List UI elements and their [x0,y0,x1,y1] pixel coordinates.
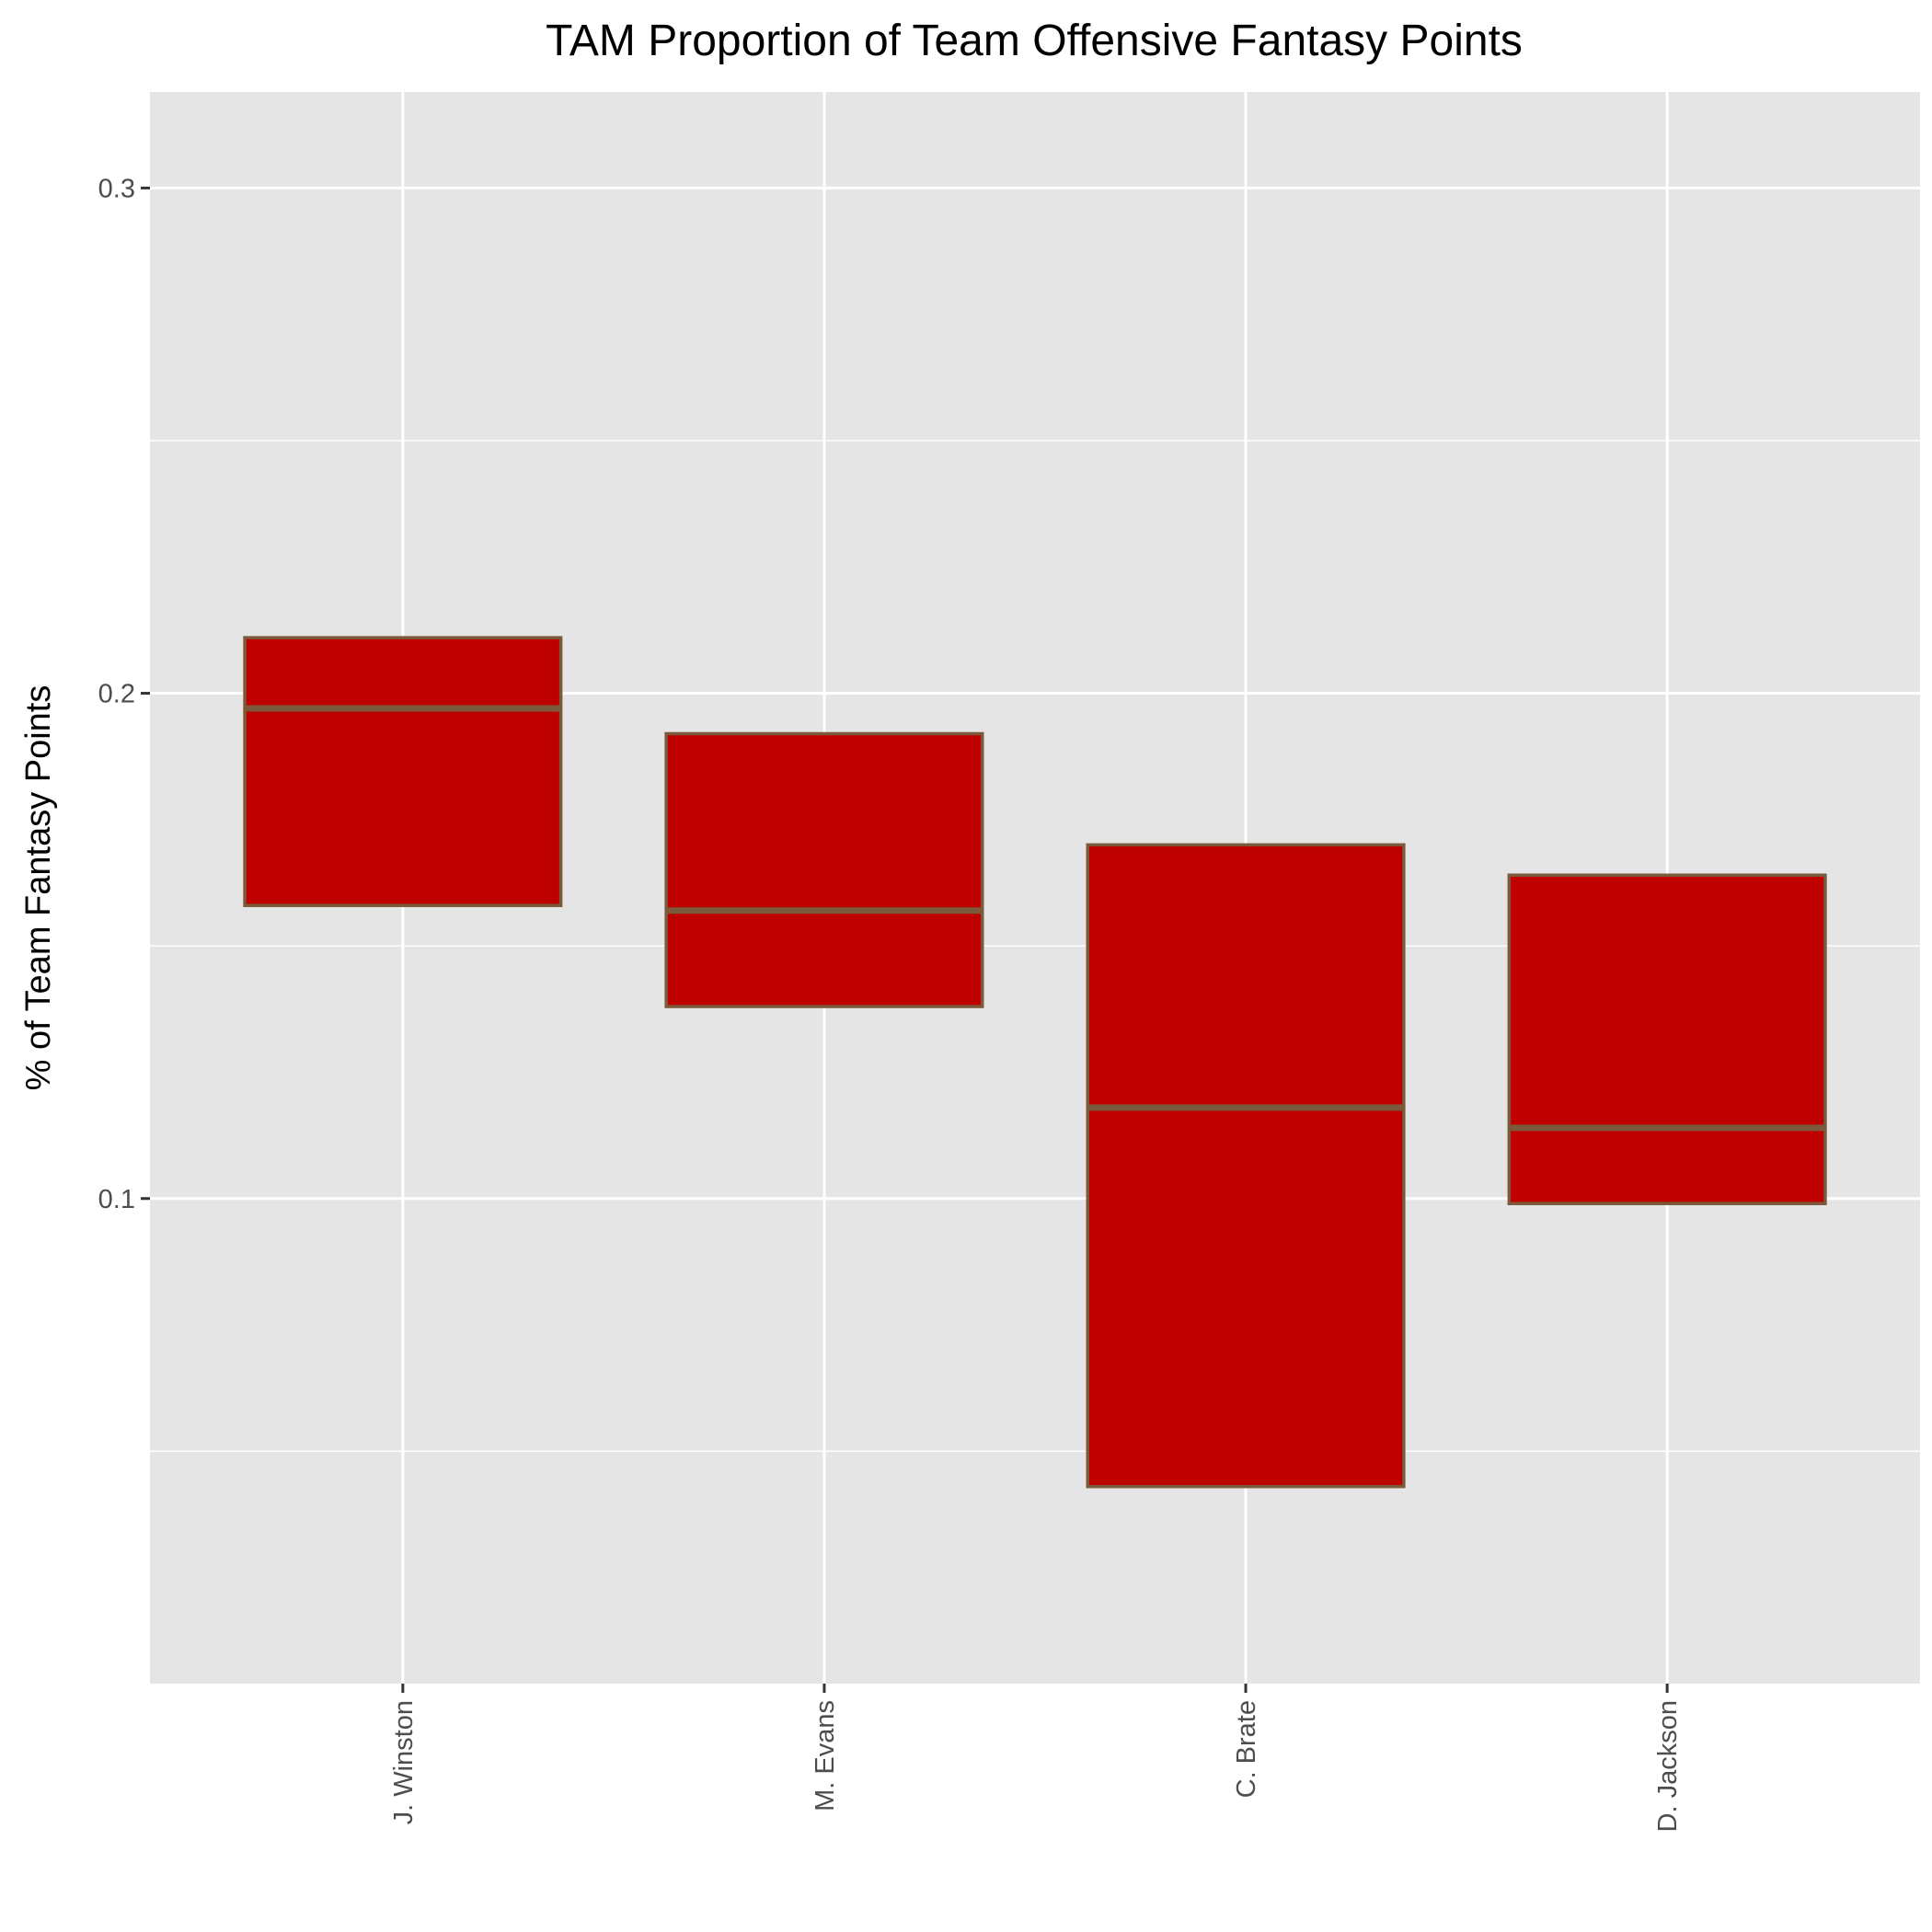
x-tick-label: C. Brate [1232,1700,1261,1798]
box-1 [664,731,984,1008]
chart-title: TAM Proportion of Team Offensive Fantasy… [546,17,1523,65]
box-rect [243,636,563,907]
box-rect [664,731,984,1008]
x-axis: J. Winston M. Evans C. Brate D. Jackson [389,1684,1683,1832]
y-tick-label: 0.1 [98,1185,135,1214]
x-tick-label: M. Evans [811,1700,840,1811]
box-3 [1507,873,1827,1206]
y-axis: 0.1 0.2 0.3 [98,174,150,1214]
y-tick-label: 0.2 [98,680,135,709]
box-0 [243,636,563,907]
box-rect [1086,843,1406,1489]
x-tick-label: D. Jackson [1653,1700,1683,1832]
box-2 [1086,843,1406,1489]
y-axis-title: % of Team Fantasy Points [19,685,58,1091]
x-tick-label: J. Winston [389,1700,419,1824]
box-rect [1507,873,1827,1206]
y-tick-label: 0.3 [98,174,135,203]
box-series [243,636,1827,1489]
